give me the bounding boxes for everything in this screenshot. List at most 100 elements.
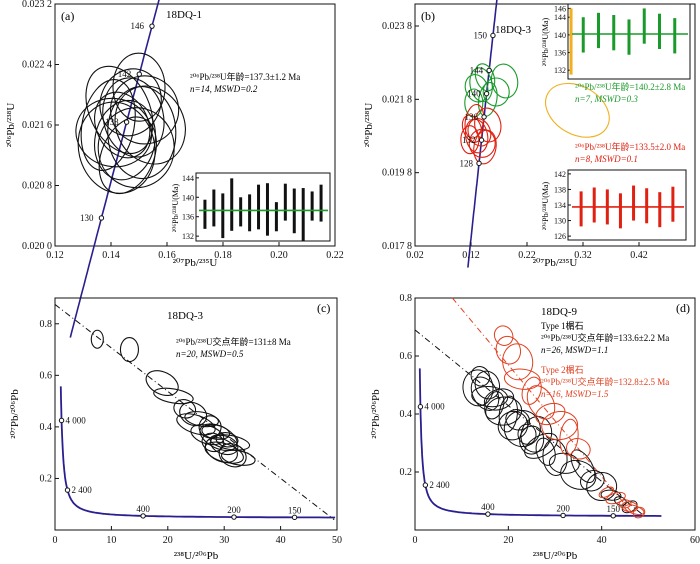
panel-b-error-ellipse [473,129,497,165]
panel-b-inset-red-ytick-label: 130 [554,217,566,226]
panel-d-age-label: 150 [606,504,620,514]
panel-d-ytick-label: 0.8 [400,293,413,304]
panel-d-error-ellipse [495,335,522,365]
panel-a-xtick-label: 0.20 [270,250,288,261]
panel-b-error-ellipse [545,82,610,138]
panel-d-error-ellipse [535,402,566,426]
panel-a-ytick-label: 0.022 4 [22,60,52,71]
panel-a-xtick-label: 0.12 [46,250,64,261]
panel-a-error-ellipse [80,79,136,171]
panel-d-type1-result-1: ²⁰⁶Pb/²³⁸U交点年龄=133.6±2.2 Ma [541,332,669,343]
panel-d-error-ellipse [498,395,518,433]
panel-d-age-marker [485,511,491,517]
panel-c-error-ellipse [204,441,244,464]
panel-c-xtick-label: 20 [163,535,173,546]
panel-b-inset-red-ytick-label: 142 [554,170,566,179]
panel-d-error-ellipse [548,452,580,474]
panel-d-type1-label: Type 1榍石 [541,320,584,331]
panel-b-inset-red-ytick-label: 134 [554,201,566,210]
panel-b-error-ellipse [468,128,496,158]
panel-a-xlabel: ²⁰⁷Pb/²³⁵U [173,257,218,269]
panel-c-age-label: 200 [227,505,241,515]
panel-d-error-ellipse [586,471,618,502]
panel-b-ytick-label: 0.019 8 [382,168,412,179]
panel-d-error-ellipse [580,469,605,492]
panel-d-error-ellipse [598,486,615,499]
panel-d-error-ellipse [542,439,568,476]
panel-d-ytick-label: 0.2 [400,467,413,478]
panel-d-age-marker [560,512,566,519]
panel-b-ylabel: ²⁰⁶Pb/²³⁸U [363,103,375,148]
panel-b-inset-red-plot: 126 130 134 138 142 [554,170,684,241]
panel-b-age-label: 140 [467,89,481,99]
panel-b-error-ellipse [464,103,485,139]
panel-c-age-marker [231,514,237,520]
panel-d-error-ellipse [524,432,558,459]
panel-c-xtick-label: 0 [53,535,58,546]
panel-c-concordia-curve [59,386,336,519]
panel-a-error-ellipse [85,65,154,155]
panel-d: (d) 18DQ-9 4 000 2 400 400 200 150 0 20 40 60 0.… [370,293,700,562]
panel-d-age-marker [610,513,616,519]
panel-c-ytick-label: 0.2 [40,473,53,484]
panel-b-xtick-label: 0.42 [630,250,648,261]
panel-c-error-ellipse [199,423,238,451]
panel-d-error-ellipse [526,385,556,420]
panel-a-inset-plot: 132 136 140 144 [182,174,328,241]
panel-c-error-ellipse [176,413,216,436]
panel-b-error-ellipse [482,77,510,107]
panel-a-age-label: 146 [130,21,144,31]
panel-d-age-label: 4 000 [424,402,445,412]
panel-d-error-ellipse [570,449,596,483]
panel-d-error-ellipse [470,376,500,411]
panel-b-red-result-2: n=8, MSWD=0.1 [575,154,638,164]
panel-b-error-ellipse [461,114,483,143]
panel-a-sample: 18DQ-1 [166,9,202,21]
panel-a-age-marker [136,71,142,77]
panel-c-error-ellipse [145,370,179,396]
panel-b-age-marker [486,67,492,74]
panel-a-age-label: 130 [80,213,94,223]
panel-c-error-ellipse [119,337,139,363]
panel-d-type2-result-2: n=16, MSWD=1.5 [541,389,609,399]
panel-d-type2-result-1: ²⁰⁶Pb/²³⁸U交点年龄=132.8±2.5 Ma [541,376,669,387]
panel-b-green-result-2: n=7, MSWD=0.3 [575,94,638,104]
panel-a-xtick-label: 0.16 [158,250,176,261]
panel-a-inset-ytick-label: 136 [182,213,194,222]
panel-b-plot: 128 132 136 140 144 150 [460,0,610,268]
panel-c-age-marker [291,514,298,521]
panel-d-error-ellipse [618,499,632,509]
panel-a: (a) 18DQ-1 130 138 142 146 0.12 0.14 0.16 0.18… [5,0,344,338]
panel-d-error-ellipse [493,325,514,346]
panel-d-error-ellipse [632,506,646,519]
panel-c-error-ellipse [173,399,197,419]
panel-a-ytick-label: 0.023 2 [22,0,52,10]
panel-a-ytick-label: 0.020 0 [22,241,52,252]
panel-b-xtick-label: 0.02 [406,250,424,261]
panel-c-ytick-label: 0.8 [40,319,53,330]
panel-d-type1-result-2: n=26, MSWD=1.1 [541,345,608,355]
panel-b-inset-red-ylabel: ²⁰⁶Pb/²³⁸U(Ma) [541,181,550,230]
panel-b-sample: 18DQ-3 [495,24,532,36]
panel-a-error-ellipse [94,99,156,181]
panel-b-ytick-label: 0.023 8 [382,21,412,32]
panel-d-error-ellipse [484,391,505,420]
panel-b-ytick-label: 0.021 8 [382,94,412,105]
panel-d-error-ellipse [519,425,545,455]
panel-a-error-ellipse [112,52,166,122]
panel-c-ytick-label: 0.6 [40,370,53,381]
panel-d-tag: (d) [676,301,690,315]
panel-b-age-label: 128 [460,158,474,168]
panel-c-age-label: 400 [136,504,150,514]
panel-a-inset-ytick-label: 144 [182,174,194,183]
panel-c-sample: 18DQ-3 [167,310,204,322]
panel-c-result-2: n=20, MSWD=0.5 [176,349,244,359]
panel-c-age-marker [140,513,146,519]
panel-c-error-ellipse [220,449,256,466]
panel-d-sample: 18DQ-9 [541,306,578,318]
panel-d-error-ellipse [520,416,553,453]
panel-b-age-marker [490,32,496,39]
panel-c-frame [54,297,338,531]
panel-b-ticks: 0.02 0.12 0.22 0.32 0.42 0.017 8 0.019 8 0.021 … [382,21,648,261]
